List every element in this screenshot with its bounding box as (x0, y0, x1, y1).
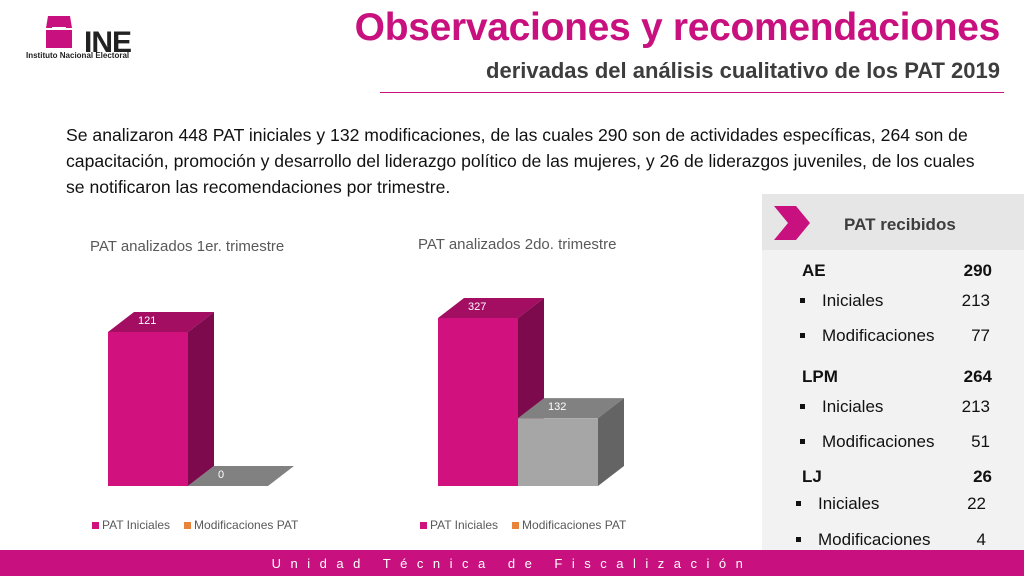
item-value: 213 (961, 291, 990, 310)
group-ae: AE 290 (802, 261, 992, 281)
data-label: 327 (468, 301, 486, 313)
item-value: 51 (971, 432, 990, 451)
item-value: 77 (971, 326, 990, 345)
group-total: 264 (963, 367, 992, 386)
group-name: AE (802, 261, 826, 280)
item-value: 22 (967, 494, 986, 513)
chevron-right-icon (774, 206, 810, 240)
panel-header: PAT recibidos (762, 194, 1024, 250)
ballot-box-icon (46, 16, 72, 48)
bar-modificaciones: 132 (518, 398, 624, 486)
data-label: 0 (218, 469, 224, 481)
item-label: Iniciales (822, 397, 884, 416)
logo-wordmark: INE (84, 26, 132, 59)
bullet-icon (796, 501, 801, 506)
data-label: 121 (138, 315, 156, 327)
intro-paragraph: Se analizaron 448 PAT iniciales y 132 mo… (66, 125, 975, 197)
legend-label: Modificaciones PAT (522, 518, 627, 532)
chart-2: 327 132 (438, 298, 624, 486)
bar-top (188, 466, 294, 486)
group-lj: LJ 26 (802, 467, 992, 487)
group-lpm: LPM 264 (802, 367, 992, 387)
item-value: 213 (961, 397, 990, 416)
item-label: Modificaciones (822, 432, 935, 451)
legend-swatch (512, 521, 520, 529)
bullet-icon (800, 333, 805, 338)
bar-modificaciones: 0 (188, 466, 294, 486)
item-label: Iniciales (818, 494, 880, 513)
group-total: 290 (963, 261, 992, 280)
legend-item-modificaciones: Modificaciones PAT (512, 518, 626, 532)
bullet-icon (800, 439, 805, 444)
group-total: 26 (973, 467, 992, 486)
chart-2-legend: PAT Iniciales Modificaciones PAT (420, 518, 626, 532)
group-name: LJ (802, 467, 822, 486)
group-name: LPM (802, 367, 838, 386)
bar-front (108, 332, 188, 486)
legend-label: PAT Iniciales (430, 518, 499, 532)
bullet-icon (796, 537, 801, 542)
legend-swatch (92, 521, 99, 529)
pat-recibidos-panel: PAT recibidos AE 290 Iniciales 213 Modif… (762, 194, 1024, 550)
chart-2-title: PAT analizados 2do. trimestre (418, 236, 617, 253)
bar-side (188, 312, 214, 486)
chart-1-title: PAT analizados 1er. trimestre (90, 238, 285, 255)
bar-front (438, 318, 518, 486)
item-label: Modificaciones (822, 326, 935, 345)
panel-title: PAT recibidos (844, 215, 956, 234)
chart-1-legend: PAT Iniciales Modificaciones PAT (92, 518, 298, 532)
bullet-icon (800, 404, 805, 409)
legend-label: Modificaciones PAT (194, 518, 299, 532)
item-label: Modificaciones (818, 530, 931, 549)
footer-text: Unidad Técnica de Fiscalización (271, 556, 753, 571)
legend-item-iniciales: PAT Iniciales (92, 518, 170, 532)
footer-bar: Unidad Técnica de Fiscalización (0, 550, 1024, 576)
data-label: 132 (548, 401, 566, 413)
legend-label: PAT Iniciales (102, 518, 171, 532)
legend-swatch (184, 521, 192, 529)
ine-logo: INE Instituto Nacional Electoral (26, 14, 166, 60)
bar-top (518, 398, 624, 419)
bar-top (108, 312, 214, 332)
chart-1: 121 0 (108, 312, 294, 486)
bar-iniciales: 121 (108, 312, 214, 486)
bar-side (598, 398, 624, 486)
item-value: 4 (976, 530, 986, 549)
bullet-icon (800, 298, 805, 303)
page-title: Observaciones y recomendaciones (354, 6, 1001, 49)
legend-swatch (420, 521, 427, 529)
title-divider (380, 92, 1004, 93)
bar-top (438, 298, 544, 318)
legend-item-iniciales: PAT Iniciales (420, 518, 498, 532)
bar-front (518, 418, 598, 486)
logo-subtitle: Instituto Nacional Electoral (26, 51, 130, 60)
page-subtitle: derivadas del análisis cualitativo de lo… (486, 58, 1000, 83)
item-label: Iniciales (822, 291, 884, 310)
legend-item-modificaciones: Modificaciones PAT (184, 518, 298, 532)
